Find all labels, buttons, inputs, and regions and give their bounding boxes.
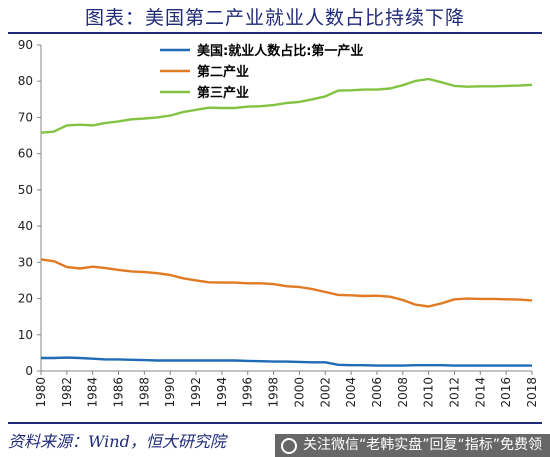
y-tick-labels: 0 10 20 30 40 50 60 70 80 90 <box>18 38 33 378</box>
y-tick-label: 90 <box>18 38 33 52</box>
y-tick-label: 50 <box>18 183 33 197</box>
x-tick-label: 1998 <box>267 377 281 408</box>
x-tick-label: 1994 <box>215 377 229 408</box>
x-tick-label: 2000 <box>292 377 306 408</box>
x-tick-label: 1980 <box>34 377 48 408</box>
x-tick-label: 2014 <box>473 377 487 408</box>
y-tick-label: 30 <box>18 255 33 269</box>
source-divider <box>8 422 542 424</box>
x-tick-label: 2008 <box>396 377 410 408</box>
x-tick-label: 2006 <box>370 377 384 408</box>
x-tick-label: 2004 <box>344 377 358 408</box>
title-divider <box>8 32 542 34</box>
x-tick-labels: 1980 1982 1984 1986 1988 1990 1992 1994 1996 1998… <box>34 377 539 408</box>
legend-label-2: 第三产业 <box>197 85 249 101</box>
y-tick-label: 60 <box>18 147 33 161</box>
x-tick-label: 1990 <box>163 377 177 408</box>
line-chart: 0 10 20 30 40 50 60 70 80 90 1980 1982 1984 1986 1988… <box>18 38 539 408</box>
legend-label-0: 美国:就业人数占比:第一产业 <box>197 43 363 59</box>
x-tick-label: 2002 <box>318 377 332 408</box>
x-tick-label: 1992 <box>189 377 203 408</box>
x-tick-label: 1996 <box>241 377 255 408</box>
series-line-0 <box>41 356 532 367</box>
series-lines <box>40 77 533 367</box>
watermark-text: 关注微信“老韩实盘”回复“指标”免费领 <box>302 437 542 453</box>
x-tick-label: 1986 <box>112 377 126 408</box>
y-tick-label: 10 <box>18 328 33 342</box>
series-line-2 <box>40 77 533 134</box>
x-tick-label: 2016 <box>499 377 513 408</box>
chart-axes <box>37 44 533 375</box>
watermark-logo-icon <box>280 437 297 454</box>
x-tick-label: 1984 <box>86 377 100 408</box>
x-tick-label: 2010 <box>422 377 436 408</box>
x-tick-label: 1988 <box>137 377 151 408</box>
page-title: 图表：美国第二产业就业人数占比持续下降 <box>84 7 465 29</box>
x-tick-label: 1982 <box>60 377 74 408</box>
watermark-banner: 关注微信“老韩实盘”回复“指标”免费领 <box>274 434 550 457</box>
y-tick-label: 40 <box>18 219 33 233</box>
source-note: 资料来源：Wind，恒大研究院 <box>8 432 226 451</box>
y-tick-label: 20 <box>18 292 33 306</box>
series-line-1 <box>40 258 533 308</box>
legend-label-1: 第二产业 <box>197 64 249 80</box>
x-tick-label: 2018 <box>525 377 539 408</box>
y-tick-label: 80 <box>18 74 33 88</box>
y-tick-label: 70 <box>18 110 33 124</box>
y-tick-label: 0 <box>25 364 33 378</box>
x-tick-label: 2012 <box>447 377 461 408</box>
